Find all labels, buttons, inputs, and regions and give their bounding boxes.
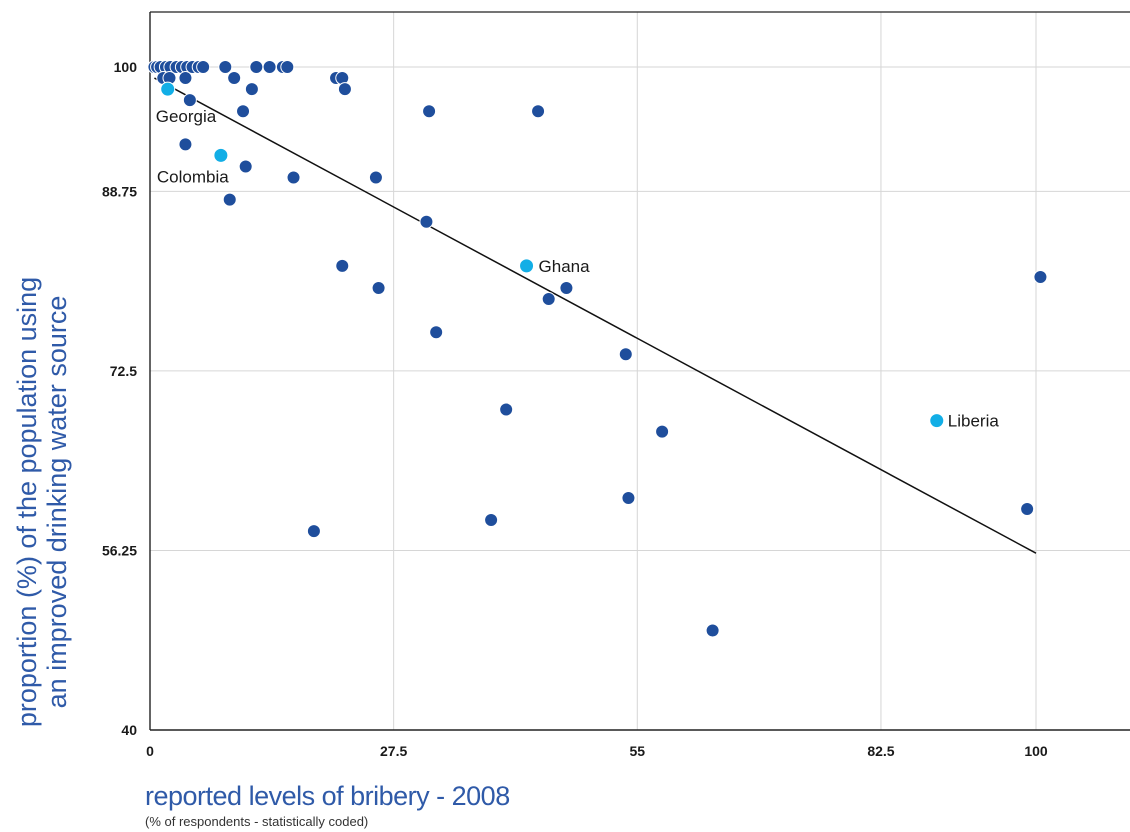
data-point <box>286 170 301 185</box>
data-point <box>618 347 633 362</box>
highlight-point-liberia <box>929 413 945 429</box>
point-label-liberia: Liberia <box>948 412 1000 431</box>
grid <box>150 12 1130 730</box>
data-point <box>218 60 233 74</box>
data-point <box>1033 269 1048 284</box>
data-point <box>541 292 556 307</box>
y-tick-label: 56.25 <box>102 542 137 558</box>
highlight-point-georgia <box>160 81 176 97</box>
y-tick-label: 40 <box>121 722 137 738</box>
x-tick-label: 27.5 <box>380 743 407 759</box>
point-label-colombia: Colombia <box>157 167 229 186</box>
data-point <box>236 104 251 119</box>
x-tick-label: 82.5 <box>867 743 894 759</box>
data-point <box>178 71 193 86</box>
data-point <box>196 60 211 74</box>
trend-line <box>154 77 1037 554</box>
data-point <box>484 513 499 528</box>
highlight-point-colombia <box>213 147 229 163</box>
axes <box>149 11 1130 731</box>
data-point <box>499 402 514 417</box>
data-point <box>306 524 321 539</box>
point-label-georgia: Georgia <box>156 107 217 126</box>
data-point <box>429 325 444 340</box>
data-point <box>227 71 242 86</box>
y-axis-title-line: proportion (%) of the population using <box>12 277 42 727</box>
x-axis-title: reported levels of bribery - 2008 <box>145 781 510 811</box>
x-tick-label: 0 <box>146 743 154 759</box>
y-tick-label: 72.5 <box>110 363 137 379</box>
data-point <box>337 82 352 97</box>
data-point <box>422 104 437 119</box>
data-point <box>705 623 720 638</box>
data-point <box>280 60 295 74</box>
data-point <box>335 258 350 273</box>
point-labels: Georgia Colombia Ghana Liberia <box>156 107 1000 431</box>
tick-labels: 0 27.5 55 82.5 100 40 56.25 72.5 88.75 100 <box>102 59 1048 759</box>
data-point <box>655 424 670 439</box>
data-point <box>262 60 277 74</box>
data-point <box>244 82 259 97</box>
data-point <box>419 214 434 229</box>
data-point <box>238 159 253 174</box>
data-point <box>559 281 574 295</box>
data-point <box>368 170 383 185</box>
x-tick-label: 100 <box>1024 743 1048 759</box>
data-point <box>531 104 546 119</box>
highlight-point-ghana <box>519 258 535 274</box>
data-points <box>147 60 1048 638</box>
trendline <box>154 77 1037 554</box>
point-label-ghana: Ghana <box>539 257 591 276</box>
data-point <box>1020 502 1035 516</box>
data-point <box>178 137 193 152</box>
data-point <box>371 281 386 295</box>
y-axis-title-line: an improved drinking water source <box>42 296 72 709</box>
data-point <box>621 490 636 505</box>
data-point <box>222 192 237 207</box>
data-point <box>182 93 197 108</box>
y-axis-title: proportion (%) of the population using an… <box>12 277 72 727</box>
x-tick-label: 55 <box>630 743 646 759</box>
data-point <box>249 60 264 74</box>
y-tick-label: 100 <box>114 59 138 75</box>
x-axis-note: (% of respondents - statistically coded) <box>145 814 369 829</box>
y-tick-label: 88.75 <box>102 183 137 199</box>
